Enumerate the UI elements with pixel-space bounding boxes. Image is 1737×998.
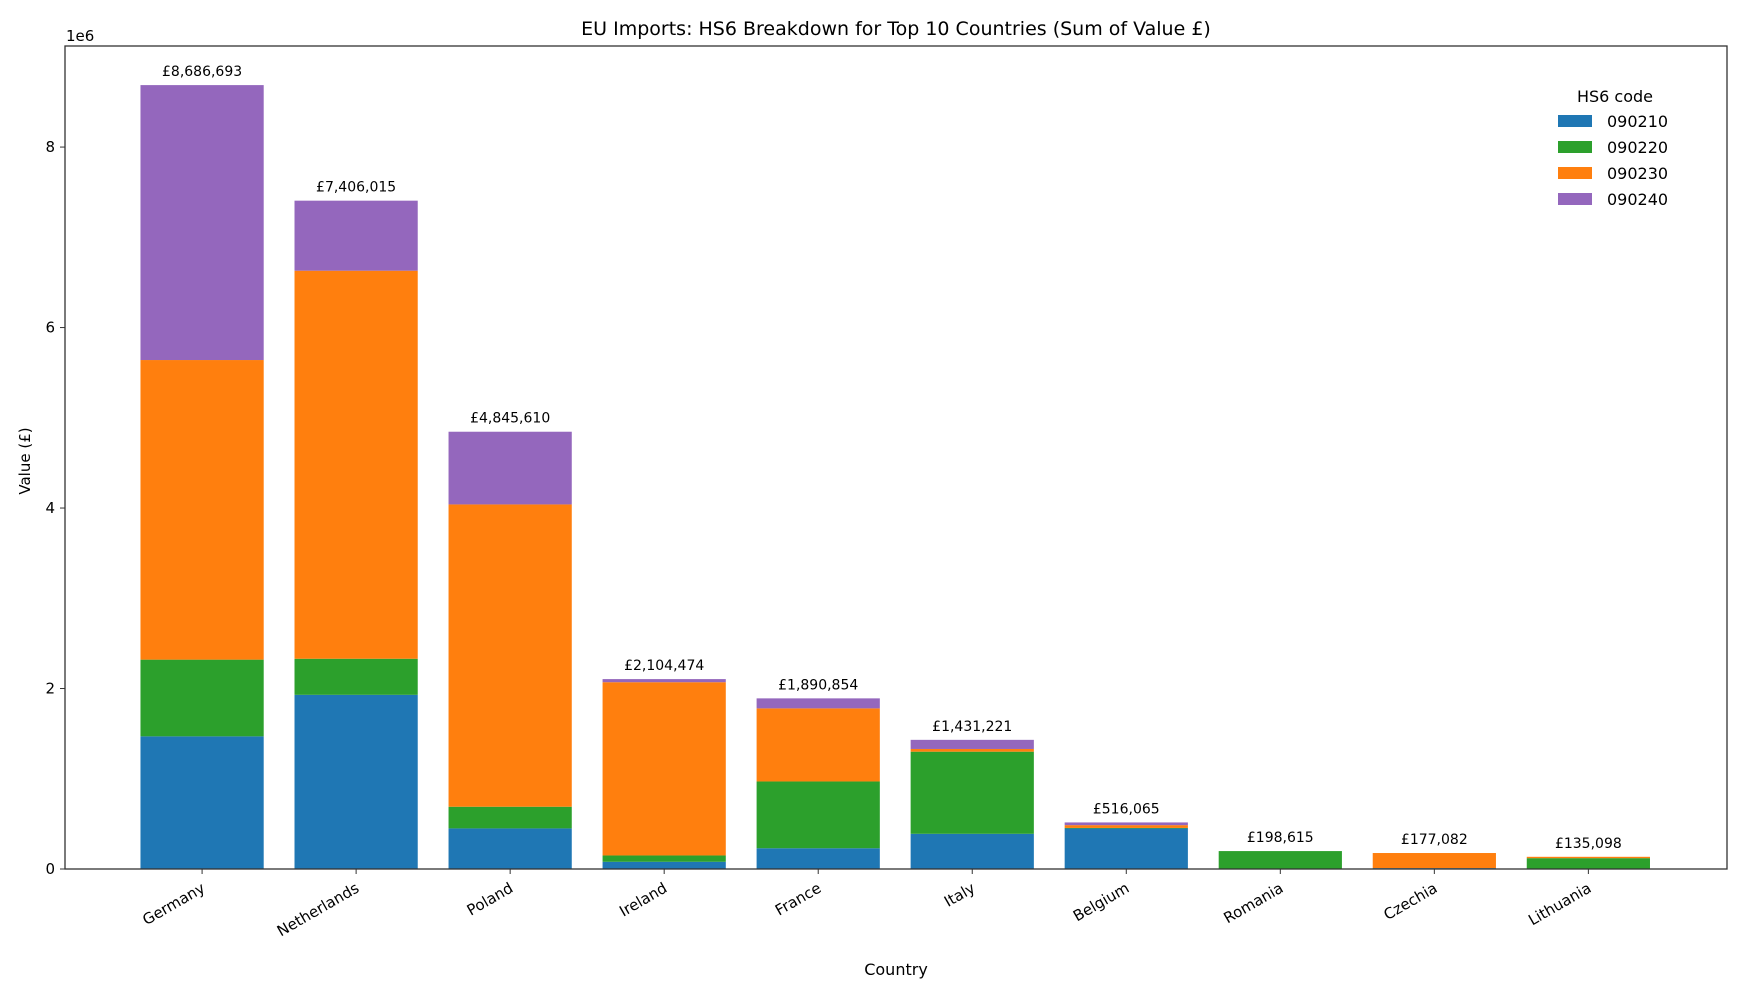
x-tick-label: Ireland	[616, 879, 670, 921]
bar-segment-090210	[756, 848, 880, 869]
x-tick-label: Czechia	[1381, 879, 1441, 924]
bar-segment-090220	[602, 855, 726, 862]
bar-segment-090240	[294, 200, 418, 271]
legend-label: 090210	[1607, 112, 1668, 131]
bar-segment-090230	[294, 270, 418, 659]
bar-segment-090240	[448, 431, 572, 505]
legend-swatch-090220	[1558, 141, 1592, 153]
y-tick-label: 8	[45, 138, 55, 156]
bar-segment-090240	[910, 739, 1034, 749]
bar-segment-090240	[602, 679, 726, 683]
legend-label: 090240	[1607, 190, 1668, 209]
bar-segment-090220	[910, 751, 1034, 834]
legend-label: 090220	[1607, 138, 1668, 157]
bar-segment-090220	[294, 658, 418, 695]
y-tick-label: 6	[45, 319, 55, 337]
bar-segment-090220	[1064, 827, 1188, 829]
legend-title: HS6 code	[1577, 87, 1653, 106]
y-tick-label: 4	[45, 499, 55, 517]
total-label: £135,098	[1555, 836, 1622, 852]
bar-segment-090220	[1526, 858, 1650, 869]
bar-segment-090220	[448, 806, 572, 829]
bar-segment-090220	[756, 781, 880, 849]
bar-segment-090210	[448, 828, 572, 869]
bar-segment-090210	[602, 861, 726, 869]
bar-segment-090230	[910, 748, 1034, 752]
bar-segment-090210	[1064, 828, 1188, 869]
total-label: £1,890,854	[778, 677, 858, 693]
total-label: £198,615	[1247, 830, 1314, 846]
legend-label: 090230	[1607, 164, 1668, 183]
bar-segment-090210	[140, 736, 264, 869]
total-label: £4,845,610	[470, 411, 550, 427]
bar-segment-090240	[140, 85, 264, 361]
plot-frame	[64, 45, 1728, 870]
legend-swatch-090230	[1558, 167, 1592, 179]
total-label: £516,065	[1093, 801, 1160, 817]
y-offset-label: 1e6	[66, 27, 94, 45]
x-tick-label: Lithuania	[1525, 879, 1594, 929]
bar-segment-090220	[140, 659, 264, 737]
total-label: £7,406,015	[316, 180, 396, 196]
bar-segment-090210	[294, 694, 418, 869]
x-tick-label: Italy	[941, 879, 978, 911]
bar-segment-090230	[140, 360, 264, 660]
total-label: £2,104,474	[624, 658, 704, 674]
bar-segment-090210	[910, 833, 1034, 869]
legend-swatch-090210	[1558, 115, 1592, 127]
y-tick-label: 0	[45, 860, 55, 878]
x-tick-label: Poland	[464, 879, 516, 920]
x-tick-label: Germany	[139, 879, 208, 929]
chart-title: EU Imports: HS6 Breakdown for Top 10 Cou…	[581, 18, 1211, 40]
y-axis-label: Value (£)	[16, 427, 34, 494]
total-label: £177,082	[1401, 832, 1468, 848]
bar-segment-090240	[756, 698, 880, 709]
bar-segment-090230	[448, 504, 572, 807]
bar-segment-090220	[1218, 851, 1342, 869]
x-tick-label: France	[772, 879, 824, 920]
bar-segment-090240	[1064, 822, 1188, 826]
legend: HS6 code 090210 090220 090230 090240	[1558, 87, 1668, 209]
x-tick-label: Belgium	[1070, 879, 1132, 925]
bar-segment-090230	[602, 682, 726, 856]
x-tick-label: Romania	[1220, 879, 1286, 927]
y-tick-label: 2	[45, 680, 55, 698]
total-label: £8,686,693	[162, 64, 242, 80]
bar-segment-090230	[1372, 853, 1496, 869]
total-label: £1,431,221	[932, 719, 1012, 735]
bar-segment-090230	[1064, 825, 1188, 828]
legend-swatch-090240	[1558, 193, 1592, 205]
bar-segment-090230	[1526, 856, 1650, 859]
bar-segment-090230	[756, 708, 880, 782]
x-axis-label: Country	[864, 960, 928, 979]
x-tick-label: Netherlands	[274, 879, 362, 940]
